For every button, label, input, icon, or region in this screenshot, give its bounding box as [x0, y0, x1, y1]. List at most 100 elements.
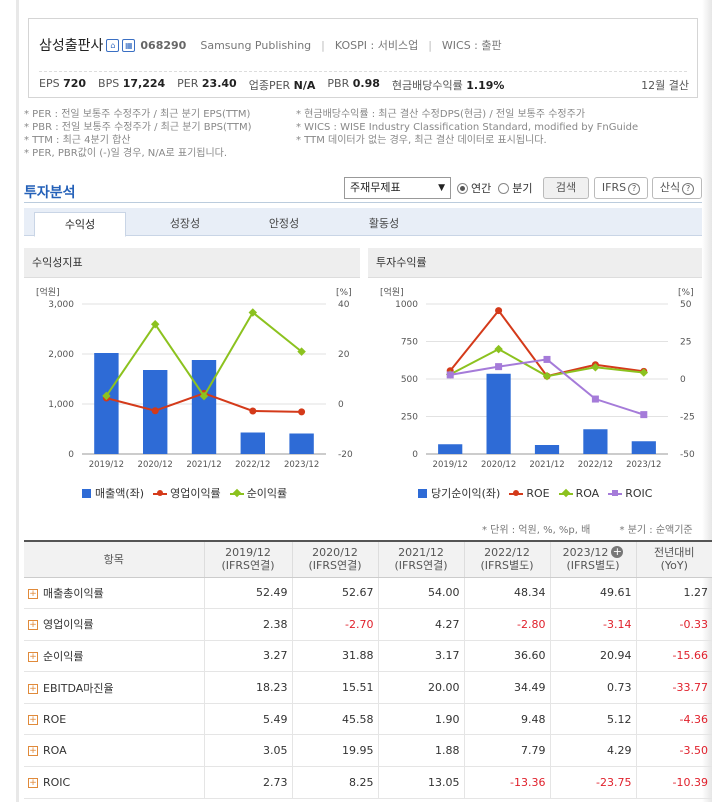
- expand-icon[interactable]: +: [28, 777, 38, 788]
- bar-2021/12: [534, 445, 560, 454]
- table-cell: -4.36: [635, 703, 712, 736]
- y-tick-left: 250: [401, 413, 418, 423]
- table-cell: 4.27: [377, 608, 464, 641]
- company-title-row: 삼성출판사 ⌂ ▦ 068290 Samsung Publishing | KO…: [39, 35, 502, 55]
- home-icon[interactable]: ⌂: [106, 38, 120, 52]
- expand-icon[interactable]: +: [28, 683, 38, 694]
- tab-profitability[interactable]: 수익성: [34, 212, 126, 237]
- point-ROA: [639, 368, 649, 377]
- table-cell: 13.05: [377, 766, 464, 799]
- table-cell: 7.79: [463, 734, 550, 768]
- expand-icon[interactable]: +: [28, 746, 38, 757]
- table-cell: 5.49: [203, 703, 292, 736]
- table-cell: -23.75: [549, 766, 636, 799]
- search-button[interactable]: 검색: [543, 177, 589, 199]
- y-tick-right: 40: [338, 300, 350, 310]
- table-cell: 45.58: [291, 703, 378, 736]
- note-line: * PER, PBR값이 (-)일 경우, N/A로 표기됩니다.: [24, 148, 228, 159]
- table-cell: 5.12: [549, 703, 636, 736]
- panel-title-return: 투자수익률: [368, 248, 702, 278]
- row-label: 영업이익률: [43, 618, 94, 632]
- company-summary-card: 삼성출판사 ⌂ ▦ 068290 Samsung Publishing | KO…: [28, 18, 698, 98]
- table-cell: 34.49: [463, 671, 550, 704]
- add-icon[interactable]: +: [611, 545, 624, 559]
- bar-2019/12: [438, 444, 463, 454]
- settlement-month: 12월 결산: [641, 79, 689, 92]
- legend-item-net-margin: 순이익률: [229, 485, 287, 501]
- legend-item-roic: ROIC: [608, 487, 652, 500]
- expand-icon[interactable]: +: [28, 714, 38, 725]
- point-순이익률: [199, 391, 209, 401]
- table-cell: -0.33: [635, 608, 712, 641]
- row-label-cell[interactable]: + 매출총이익률: [24, 577, 204, 610]
- analysis-tabs: 수익성 성장성 안정성 활동성: [24, 208, 702, 237]
- tab-activity[interactable]: 활동성: [368, 217, 400, 230]
- metric-eps: EPS 720: [39, 77, 87, 90]
- ifrs-help-button[interactable]: IFRS?: [594, 177, 648, 199]
- profitability-table: 항목 2019/12 (IFRS연결) 2020/12 (IFRS연결) 2021/…: [24, 540, 712, 799]
- point-순이익률: [102, 391, 111, 401]
- x-tick-label: 2023/12: [626, 460, 661, 470]
- table-cell: 20.94: [549, 640, 636, 673]
- tab-stability[interactable]: 안정성: [268, 217, 300, 230]
- expand-icon[interactable]: +: [28, 620, 38, 631]
- expand-icon[interactable]: +: [28, 651, 38, 662]
- y-tick-left: 750: [401, 338, 418, 348]
- table-row: + ROA 3.05 19.95 1.88 7.79 4.29 -3.50: [24, 734, 712, 768]
- table-cell: -2.80: [463, 608, 550, 641]
- unit-notes: * 단위 : 억원, %, %p, 배 * 분기 : 순액기준: [482, 521, 693, 536]
- axis-unit-left: [억원]: [36, 286, 60, 298]
- table-cell: 8.25: [291, 766, 378, 799]
- tab-growth[interactable]: 성장성: [169, 217, 201, 230]
- radio-quarter-label[interactable]: 분기: [512, 182, 533, 195]
- row-label: ROE: [43, 712, 67, 726]
- row-label-cell[interactable]: + ROA: [24, 734, 204, 768]
- statement-type-select[interactable]: 주재무제표 ▼: [344, 177, 451, 199]
- bar-2023/12: [631, 441, 656, 454]
- series-line-ROE: [449, 308, 644, 378]
- formula-label: 산식: [659, 181, 681, 194]
- radio-annual[interactable]: [457, 182, 468, 194]
- radio-annual-label[interactable]: 연간: [471, 182, 492, 195]
- table-cell: -2.70: [291, 608, 378, 641]
- notes-left: * PER : 전일 보통주 수정주가 / 최근 분기 EPS(TTM) * P…: [24, 108, 252, 160]
- row-label-cell[interactable]: + 순이익률: [24, 640, 204, 673]
- table-cell: -3.14: [549, 608, 636, 641]
- table-cell: -10.39: [635, 766, 712, 799]
- select-value: 주재무제표: [350, 181, 401, 194]
- row-label-cell[interactable]: + ROIC: [24, 766, 204, 799]
- ifrs-label: IFRS: [601, 181, 627, 194]
- bar-2023/12: [289, 433, 314, 454]
- expand-icon[interactable]: +: [28, 588, 38, 599]
- metric-sector-per: 업종PER N/A: [248, 79, 316, 92]
- legend-item-op-margin: 영업이익률: [153, 485, 221, 501]
- row-label-cell[interactable]: + 영업이익률: [24, 608, 204, 641]
- metric-dividend-yield: 현금배당수익률 1.19%: [391, 79, 505, 92]
- chevron-down-icon: ▼: [438, 183, 445, 193]
- row-label-cell[interactable]: + ROE: [24, 703, 204, 736]
- header-yoy: 전년대비 (YoY): [635, 540, 712, 578]
- point-영업이익률: [249, 407, 257, 415]
- company-name: 삼성출판사: [39, 38, 104, 54]
- legend-swatch: [229, 489, 244, 498]
- divider: |: [428, 38, 432, 52]
- header-period: 2021/12 (IFRS연결): [377, 540, 464, 578]
- question-icon: ?: [628, 183, 641, 195]
- row-label: ROA: [43, 744, 67, 758]
- formula-help-button[interactable]: 산식?: [652, 177, 702, 199]
- legend-return: 당기순이익(좌) ROE ROA ROIC: [418, 485, 661, 501]
- metric-per: PER 23.40: [177, 77, 237, 90]
- table-cell: 1.90: [377, 703, 464, 736]
- x-tick-label: 2019/12: [89, 460, 124, 470]
- basis-note: * 분기 : 순액기준: [619, 525, 693, 536]
- note-line: * PER : 전일 보통주 수정주가 / 최근 분기 EPS(TTM): [24, 109, 251, 120]
- point-ROIC: [591, 395, 599, 403]
- point-영업이익률: [151, 407, 159, 415]
- market-sector: KOSPI : 서비스업: [334, 39, 419, 52]
- table-cell: 52.49: [203, 577, 292, 610]
- section-divider: [24, 202, 702, 203]
- building-icon[interactable]: ▦: [122, 38, 136, 52]
- row-label-cell[interactable]: + EBITDA마진율: [24, 671, 204, 704]
- radio-quarter[interactable]: [498, 182, 510, 194]
- unit-note: * 단위 : 억원, %, %p, 배: [482, 525, 591, 536]
